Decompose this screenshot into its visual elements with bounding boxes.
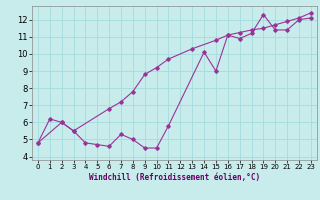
X-axis label: Windchill (Refroidissement éolien,°C): Windchill (Refroidissement éolien,°C) <box>89 173 260 182</box>
